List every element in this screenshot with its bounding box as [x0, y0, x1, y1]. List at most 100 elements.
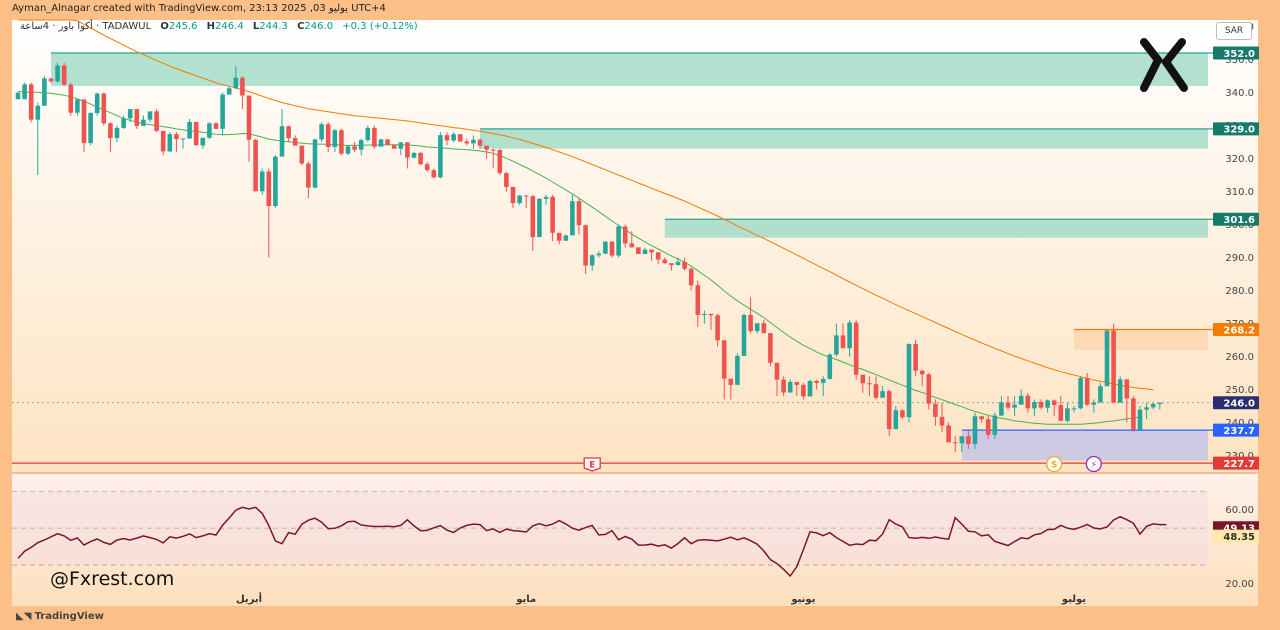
candle-body: [1032, 402, 1037, 409]
candle-body: [596, 253, 602, 256]
candle: [141, 115, 146, 126]
candle-body: [1150, 404, 1156, 408]
candle-body: [193, 121, 199, 146]
candle-body: [880, 391, 885, 398]
candle: [200, 137, 206, 149]
candle-body: [273, 156, 278, 207]
candle: [279, 109, 285, 157]
candle: [946, 422, 951, 443]
candle: [385, 138, 390, 146]
candle-body: [748, 314, 753, 332]
candle: [1091, 399, 1097, 413]
candle-body: [220, 94, 225, 129]
candle: [556, 232, 562, 245]
candle: [972, 412, 978, 449]
candle-body: [629, 243, 635, 248]
candle-body: [424, 164, 430, 171]
candle: [603, 241, 608, 255]
candle: [649, 249, 654, 261]
candle-body: [1005, 402, 1011, 408]
candle: [820, 376, 826, 397]
candle: [966, 429, 971, 449]
candle-body: [339, 130, 344, 154]
candle-body: [464, 141, 470, 144]
earnings-marker: [583, 457, 601, 472]
candle-body: [147, 111, 153, 120]
candle: [530, 194, 536, 251]
candle: [319, 122, 324, 143]
candle-body: [292, 138, 298, 146]
y-tick-label: 290.0: [1225, 253, 1254, 264]
candle: [424, 161, 430, 172]
y-tick-label: 310.0: [1225, 187, 1254, 198]
candle: [926, 373, 932, 410]
candle-body: [556, 232, 562, 241]
candle-body: [695, 285, 701, 315]
candle: [471, 135, 476, 149]
rsi-line: [17, 506, 1167, 578]
candle-body: [240, 77, 245, 96]
candle-body: [787, 381, 793, 393]
candle-body: [622, 226, 628, 244]
candle-body: [484, 145, 489, 150]
currency-button[interactable]: SAR: [1216, 22, 1252, 40]
candle: [992, 412, 998, 440]
candle: [583, 224, 588, 275]
candle-body: [642, 249, 648, 254]
candle: [88, 112, 93, 146]
candle-body: [662, 259, 668, 264]
candle: [180, 138, 186, 149]
candle: [101, 92, 107, 126]
candle: [787, 379, 793, 393]
zone-352.0: [51, 52, 1208, 86]
candle: [477, 138, 483, 149]
candle-body: [774, 362, 780, 380]
tradingview-logo[interactable]: ◣◥ TradingView: [16, 611, 104, 622]
candle-body: [28, 84, 34, 120]
candle-body: [1131, 398, 1136, 430]
candle-body: [457, 134, 463, 142]
ohlc-open: O245.6: [160, 21, 198, 32]
candle: [1157, 402, 1163, 410]
candle-body: [893, 410, 899, 430]
symbol-name[interactable]: أكوا باور · 4ساعة · TADAWUL: [20, 21, 152, 32]
candle: [42, 76, 47, 106]
candle: [801, 382, 806, 400]
candle-body: [609, 241, 615, 256]
event-marker: [1085, 455, 1102, 473]
candle-body: [576, 201, 582, 226]
candle-body: [1104, 330, 1110, 387]
candle: [1038, 399, 1044, 410]
candle-body: [174, 134, 179, 140]
candle: [761, 320, 767, 334]
candle-body: [88, 113, 93, 144]
candle: [233, 66, 239, 90]
rsi-value: 49.13: [1223, 524, 1255, 535]
candle: [853, 320, 859, 380]
candle-body: [959, 436, 965, 444]
price-label-bg: [1213, 423, 1259, 437]
candle-body: [992, 415, 998, 435]
ohlc-change: +0.3 (+0.12%): [342, 21, 418, 32]
price-label-support: 237.7: [1223, 426, 1255, 437]
candle-body: [61, 65, 67, 85]
candle-body: [537, 198, 542, 238]
candle: [167, 132, 173, 152]
candle-body: [583, 225, 588, 266]
candle-body: [94, 93, 100, 114]
x-tick-label: يوليو: [1061, 594, 1086, 605]
rsi-value-bg: [1213, 529, 1259, 543]
candle: [708, 313, 714, 331]
candle: [781, 376, 786, 397]
candle-body: [682, 261, 687, 269]
candle-body: [675, 261, 681, 266]
rsi-tick-label: 60.00: [1225, 505, 1254, 516]
ohlc-low: L244.3: [252, 21, 288, 32]
tradingview-icon: ◣◥: [16, 611, 35, 622]
candle-body: [794, 381, 800, 385]
candle-body: [1078, 377, 1083, 409]
candle-body: [68, 84, 74, 113]
candle: [358, 138, 364, 156]
candle-body: [504, 173, 509, 187]
